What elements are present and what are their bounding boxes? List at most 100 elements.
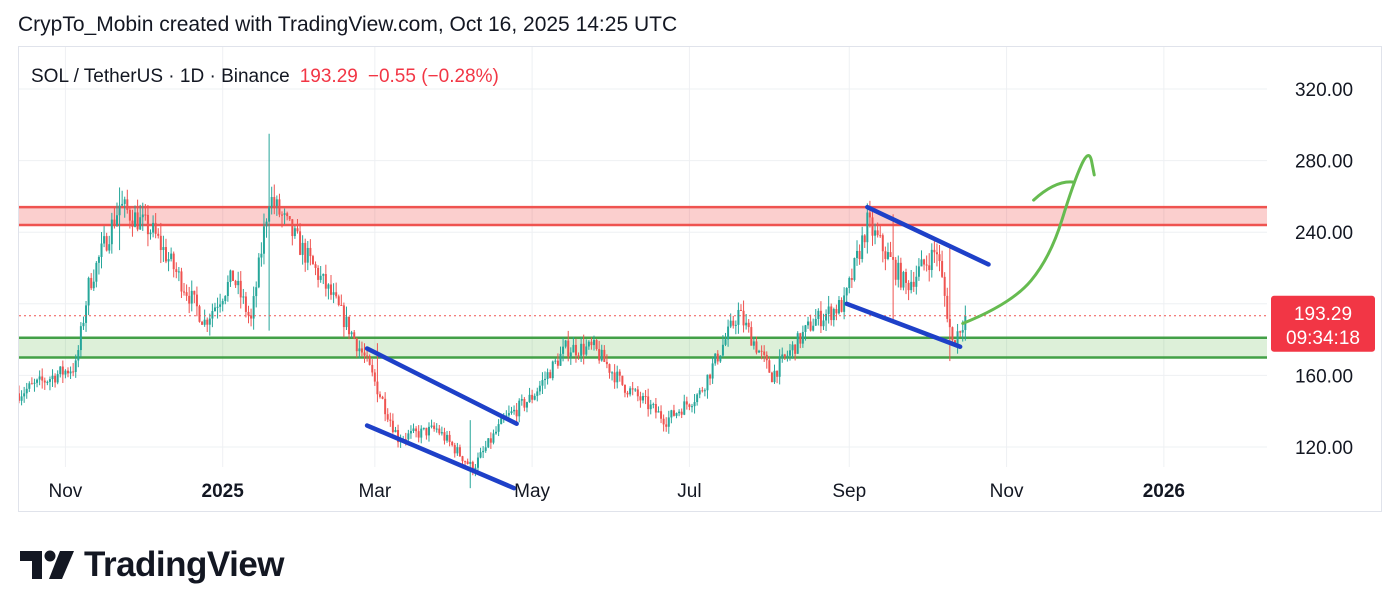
candle-body	[139, 217, 142, 230]
resistance-zone	[19, 207, 1267, 226]
candle-body	[881, 235, 884, 252]
candle-body	[587, 341, 590, 347]
candle-body	[461, 456, 464, 462]
candle-body	[500, 418, 503, 425]
candle-body	[487, 438, 490, 448]
candle-body	[152, 222, 155, 233]
candle-body	[172, 253, 175, 270]
candle-body	[97, 256, 100, 263]
candle-body	[598, 349, 601, 361]
candle-body	[533, 395, 536, 400]
candle-body	[433, 425, 436, 429]
candle-body	[920, 259, 923, 267]
candle-body	[948, 318, 951, 328]
candle-body	[190, 290, 193, 304]
candle-body	[484, 447, 487, 451]
candle-body	[260, 253, 263, 258]
candle-body	[892, 256, 895, 260]
candle-body	[281, 214, 284, 216]
price-chart[interactable]: 320.00280.00240.00200.00160.00120.00193.…	[19, 47, 1381, 511]
candle-body	[446, 434, 449, 441]
candle-body	[866, 212, 869, 243]
candle-body	[56, 374, 59, 383]
candle-body	[845, 287, 848, 296]
candle-body	[59, 366, 62, 375]
candle-body	[353, 332, 356, 339]
candle-body	[51, 375, 54, 380]
candle-body	[394, 430, 397, 433]
candle-body	[714, 353, 717, 364]
candle-body	[585, 346, 588, 355]
time-axis[interactable]: Nov 2025 Mar May Jul Sep Nov 2026	[49, 481, 1185, 502]
candle-body	[678, 411, 681, 414]
candle-body	[933, 249, 936, 253]
candle-body	[899, 262, 902, 288]
candle-body	[464, 461, 467, 463]
candle-body	[134, 212, 137, 227]
candle-body	[262, 226, 265, 254]
candle-body	[801, 331, 804, 344]
drawing-annotations[interactable]	[19, 154, 1267, 491]
candle-body	[242, 296, 245, 298]
candle-body	[273, 197, 276, 207]
candle-body	[520, 399, 523, 401]
candle-body	[286, 213, 289, 217]
candle-body	[185, 292, 188, 296]
candle-body	[95, 262, 98, 282]
candle-body	[525, 402, 528, 408]
candle-body	[128, 209, 131, 221]
candle-body	[149, 232, 152, 235]
candle-body	[306, 247, 309, 263]
candle-body	[492, 433, 495, 443]
candle-body	[611, 372, 614, 374]
candle-body	[146, 214, 149, 235]
candle-body	[41, 376, 44, 381]
candle-body	[742, 310, 745, 326]
candle-body	[902, 272, 905, 288]
candle-body	[427, 426, 430, 436]
candle-body	[229, 270, 232, 282]
candle-body	[600, 349, 603, 361]
candle-body	[763, 351, 766, 355]
candle-body	[301, 242, 304, 255]
candle-body	[631, 388, 634, 390]
candle-body	[340, 304, 343, 306]
candle-body	[54, 375, 57, 383]
candle-body	[36, 379, 39, 383]
candle-body	[348, 316, 351, 335]
candle-body	[495, 431, 498, 434]
candle-body	[479, 452, 482, 458]
candle-body	[835, 309, 838, 314]
candle-countdown: 09:34:18	[1286, 328, 1360, 349]
candle-body	[291, 219, 294, 237]
candle-body	[734, 324, 737, 326]
price-axis[interactable]: 320.00280.00240.00200.00160.00120.00193.…	[1271, 80, 1375, 459]
candle-body	[360, 348, 363, 353]
candle-body	[518, 400, 521, 417]
candle-body	[211, 311, 214, 319]
candle-body	[706, 374, 709, 391]
candle-body	[788, 350, 791, 356]
candle-body	[82, 322, 85, 327]
tradingview-logo[interactable]: TradingView	[20, 545, 285, 585]
candle-body	[564, 340, 567, 347]
candle-body	[77, 350, 80, 361]
candle-body	[711, 363, 714, 379]
candle-body	[123, 199, 126, 204]
candle-body	[342, 305, 345, 328]
chart-frame[interactable]: 320.00280.00240.00200.00160.00120.00193.…	[18, 46, 1382, 512]
candle-body	[905, 272, 908, 283]
candle-body	[268, 206, 271, 222]
candle-body	[688, 404, 691, 407]
candle-body	[809, 321, 812, 331]
candle-body	[794, 344, 797, 354]
candle-body	[206, 319, 209, 325]
candle-body	[110, 219, 113, 245]
candle-body	[647, 396, 650, 410]
candle-body	[897, 262, 900, 280]
candle-body	[195, 294, 198, 307]
candle-body	[850, 278, 853, 280]
candle-body	[946, 295, 949, 319]
candle-body	[856, 250, 859, 259]
time-tick-label: Jul	[677, 481, 701, 502]
